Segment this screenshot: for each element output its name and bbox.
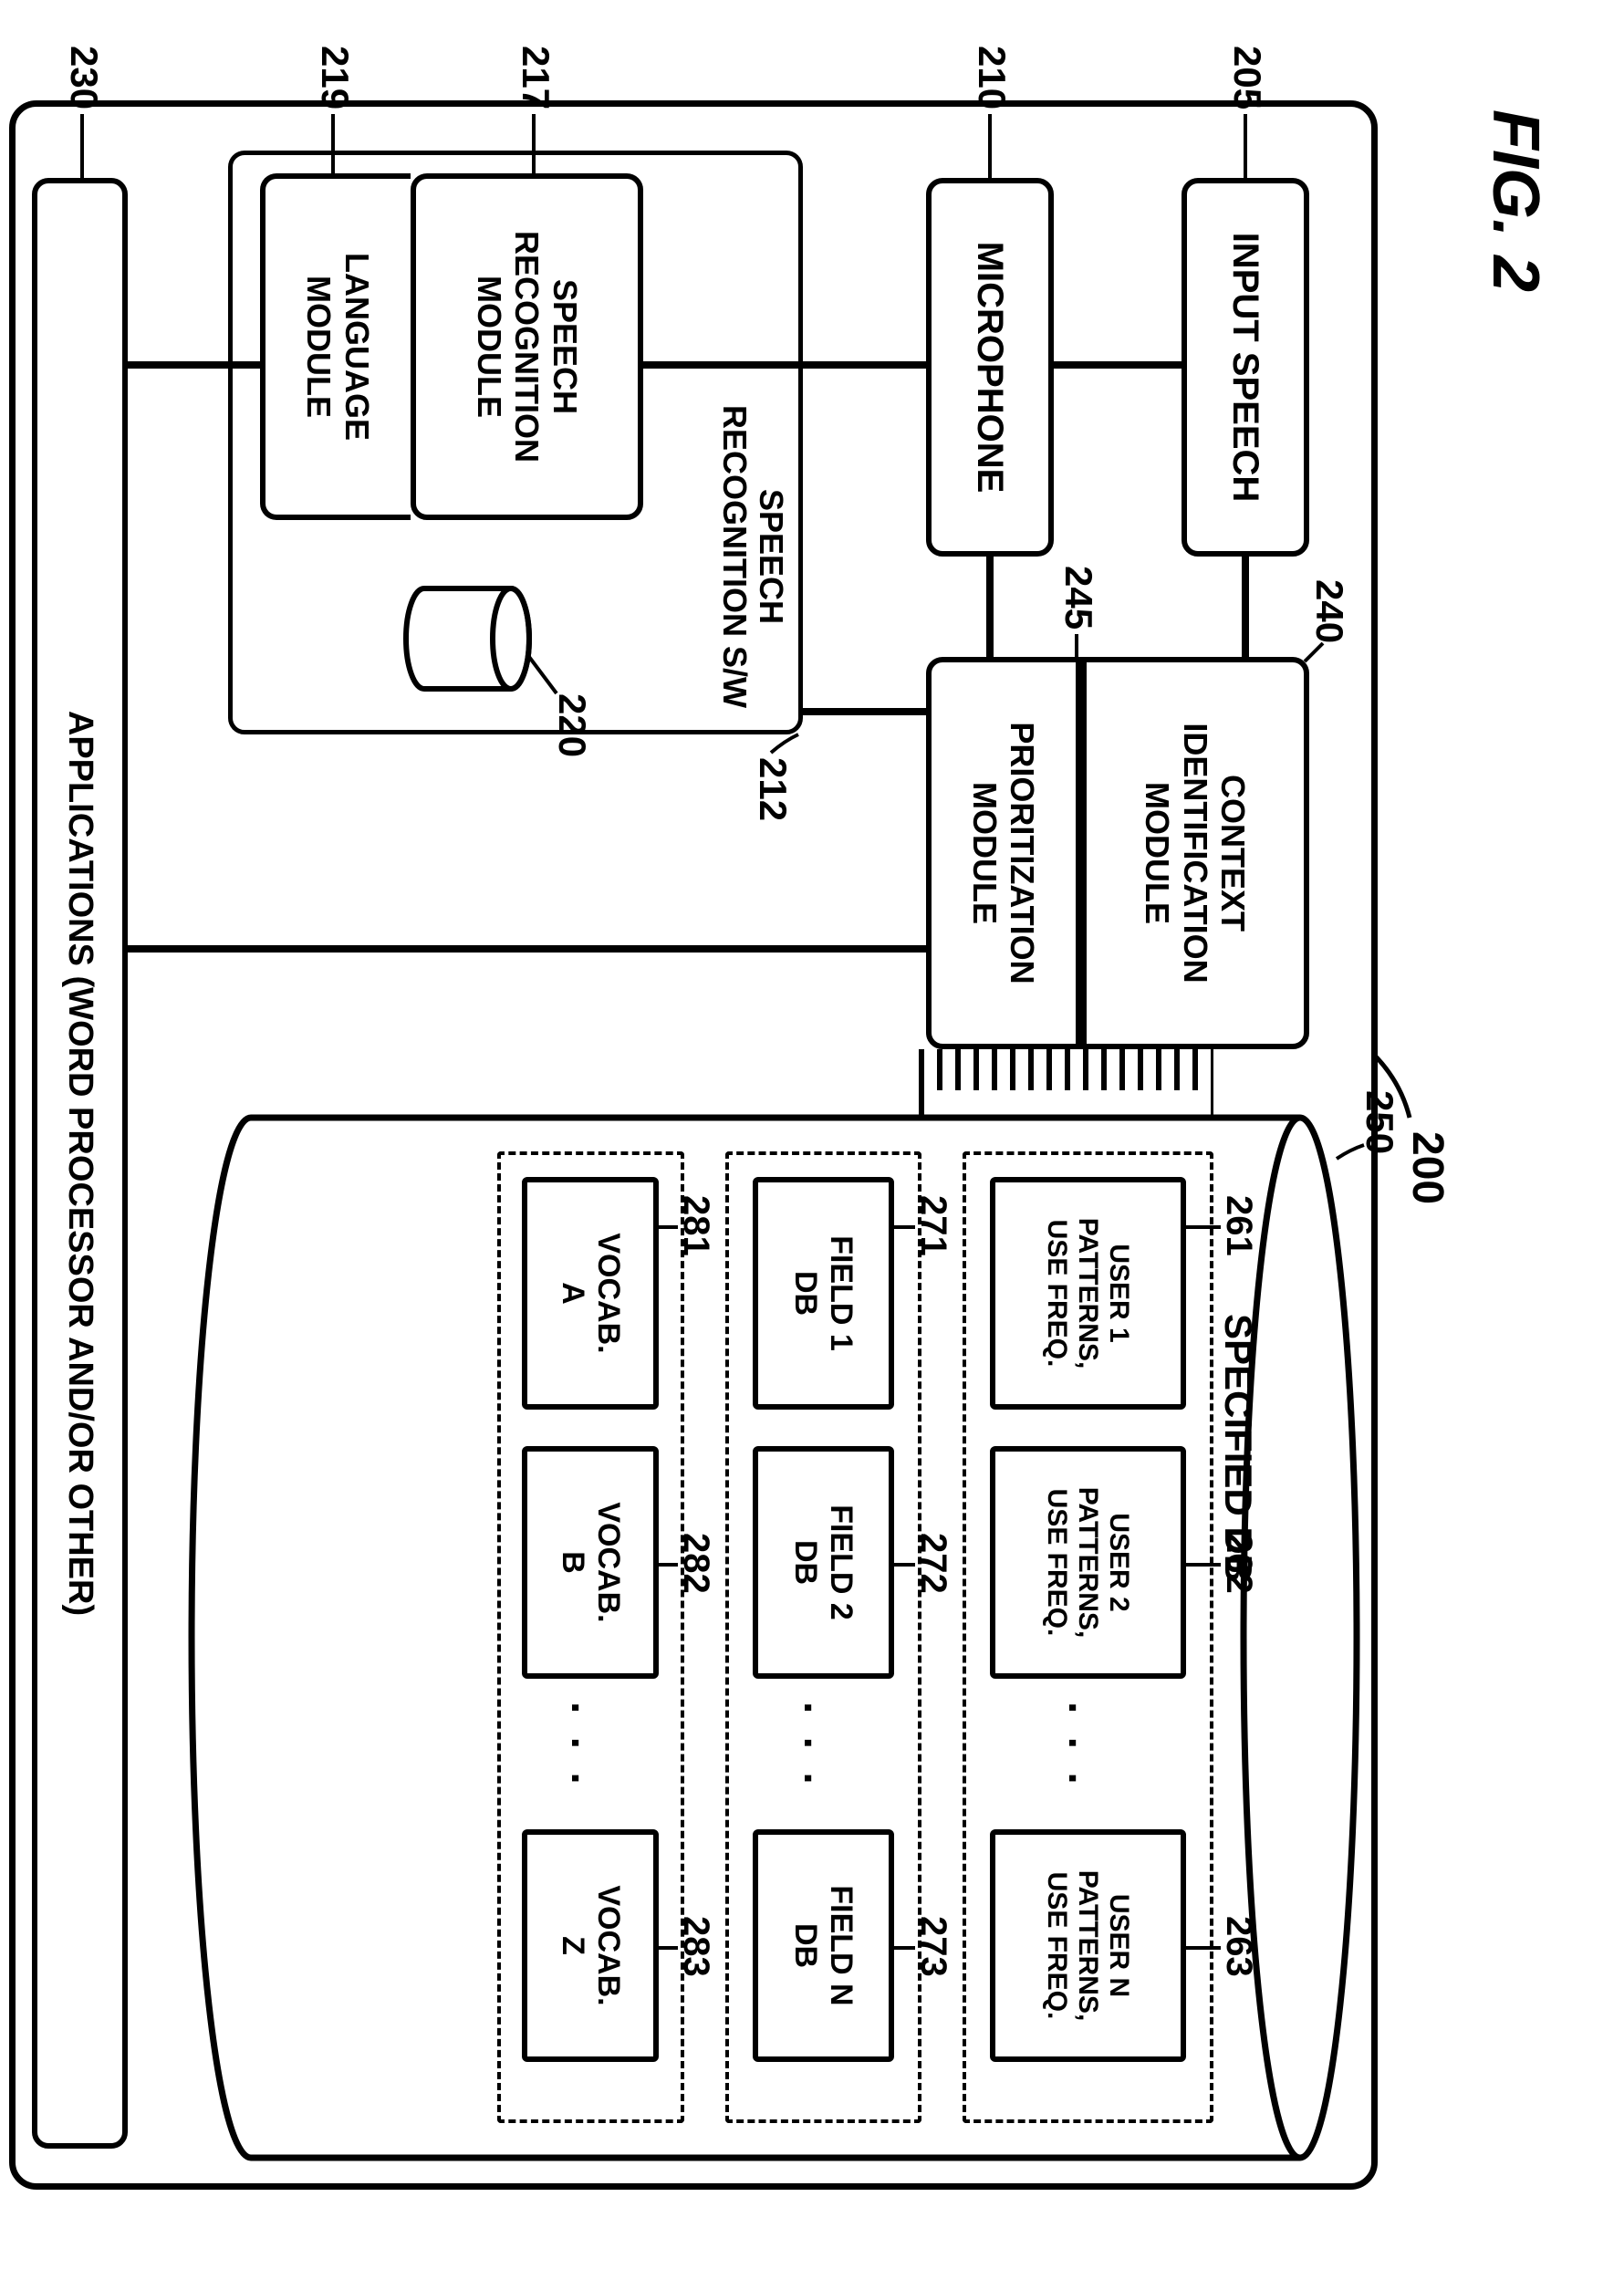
userN-box: USER N PATTERNS, USE FREQ.	[990, 1829, 1186, 2062]
applications-box: APPLICATIONS (WORD PROCESSOR AND/OR OTHE…	[32, 178, 128, 2149]
user2-box: USER 2 PATTERNS, USE FREQ.	[990, 1446, 1186, 1679]
prioritization-label: PRIORITIZATION MODULE	[966, 722, 1042, 984]
applications-label: APPLICATIONS (WORD PROCESSOR AND/OR OTHE…	[60, 711, 100, 1616]
lbl-263: 263	[1219, 1916, 1259, 1977]
lbl-220: 220	[551, 693, 593, 757]
lbl-273: 273	[913, 1916, 953, 1977]
lbl-230: 230	[63, 46, 105, 109]
input-speech-box: INPUT SPEECH	[1182, 178, 1309, 557]
lbl-250: 250	[1359, 1090, 1400, 1154]
sr-module-label: SPEECH RECOGNITION MODULE	[470, 231, 583, 463]
sr-module-box: SPEECH RECOGNITION MODULE	[411, 173, 643, 520]
lbl-271: 271	[913, 1195, 953, 1256]
field1-box: FIELD 1 DB	[753, 1177, 894, 1410]
lbl-240: 240	[1308, 579, 1350, 643]
vocab-ellipsis: . . .	[561, 1702, 611, 1790]
lbl-281: 281	[676, 1195, 716, 1256]
small-db-icon	[383, 575, 534, 703]
context-id-module: CONTEXT IDENTIFICATION MODULE	[1081, 657, 1309, 1049]
users-ellipsis: . . .	[1058, 1702, 1109, 1790]
fieldN-box: FIELD N DB	[753, 1829, 894, 2062]
lbl-282: 282	[676, 1533, 716, 1594]
prioritization-module: PRIORITIZATION MODULE	[926, 657, 1081, 1049]
lbl-245: 245	[1057, 566, 1099, 630]
fields-ellipsis: . . .	[794, 1702, 844, 1790]
vocabA-box: VOCAB. A	[522, 1177, 659, 1410]
vocabZ-box: VOCAB. Z	[522, 1829, 659, 2062]
field2-box: FIELD 2 DB	[753, 1446, 894, 1679]
lbl-219: 219	[314, 46, 356, 109]
lbl-283: 283	[676, 1916, 716, 1977]
user1-box: USER 1 PATTERNS, USE FREQ.	[990, 1177, 1186, 1410]
ref-200: 200	[1402, 1131, 1451, 1204]
context-id-label: CONTEXT IDENTIFICATION MODULE	[1139, 723, 1252, 983]
lang-module-box: LANGUAGE MODULE	[260, 173, 411, 520]
lbl-217: 217	[515, 46, 557, 109]
vocabB-box: VOCAB. B	[522, 1446, 659, 1679]
db-bus	[912, 1049, 1213, 1122]
lang-module-label: LANGUAGE MODULE	[300, 253, 376, 441]
sr-sw-label: SPEECH RECOGNITION S/W	[717, 383, 789, 730]
microphone-label: MICROPHONE	[969, 242, 1011, 494]
rotated-stage: FIG. 2 200 INPUT SPEECH 205 MICROPHONE S…	[0, 0, 1624, 2280]
lbl-212: 212	[752, 757, 794, 821]
lbl-210: 210	[971, 46, 1013, 109]
microphone-box: MICROPHONE	[926, 178, 1054, 557]
lbl-272: 272	[913, 1533, 953, 1594]
lbl-205: 205	[1226, 46, 1268, 109]
lbl-261: 261	[1219, 1195, 1259, 1256]
figure-title: FIG. 2	[1479, 109, 1551, 292]
lbl-262: 262	[1219, 1533, 1259, 1594]
input-speech-label: INPUT SPEECH	[1224, 233, 1266, 503]
